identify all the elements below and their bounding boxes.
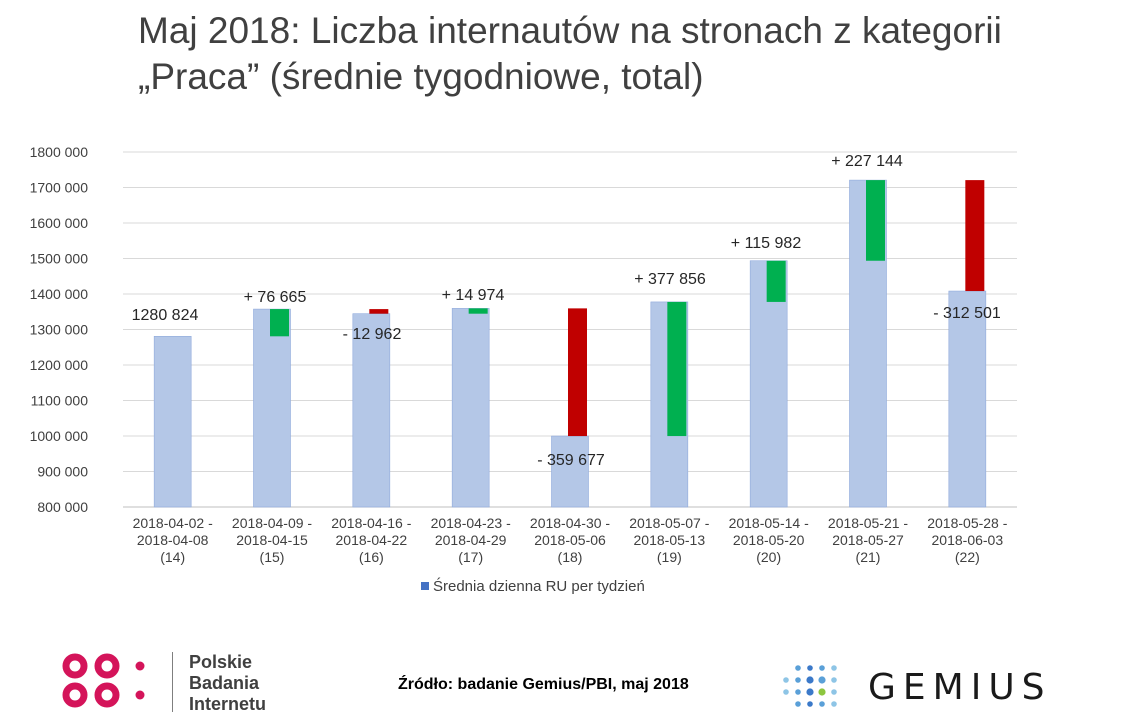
logo-dot: [807, 701, 813, 707]
x-tick-label: 2018-04-15: [236, 532, 308, 548]
y-tick-label: 1000 000: [30, 428, 89, 444]
bar: [551, 435, 589, 508]
x-tick-label: 2018-05-14 -: [729, 515, 810, 531]
x-tick-label: (14): [160, 549, 185, 565]
x-tick-label: 2018-04-02 -: [133, 515, 214, 531]
increase-bar: [468, 308, 488, 314]
logo-dot: [806, 688, 814, 696]
x-axis: 2018-04-02 -2018-04-08(14)2018-04-09 -20…: [133, 515, 1008, 565]
x-tick-label: 2018-05-07 -: [629, 515, 710, 531]
x-tick-label: 2018-05-28 -: [927, 515, 1008, 531]
increase-bar: [667, 301, 687, 437]
x-tick-label: (21): [856, 549, 881, 565]
x-tick-label: (17): [458, 549, 483, 565]
x-tick-label: 2018-05-06: [534, 532, 606, 548]
logo-dot: [783, 677, 789, 683]
x-tick-label: (16): [359, 549, 384, 565]
x-tick-label: 2018-04-08: [137, 532, 209, 548]
increase-bar: [766, 260, 786, 302]
data-label: - 359 677: [537, 452, 605, 469]
gemius-logo-text: GEMIUS: [868, 667, 1052, 708]
x-tick-label: (22): [955, 549, 980, 565]
increase-bar: [270, 309, 289, 337]
logo-dot: [795, 689, 801, 695]
bar: [948, 290, 987, 508]
data-label: + 14 974: [442, 287, 505, 304]
logo-dot: [831, 689, 837, 695]
logo-dot: [783, 689, 789, 695]
y-tick-label: 1700 000: [30, 180, 89, 196]
pbi-line-2: Badania: [189, 673, 260, 693]
logo-dot: [831, 677, 837, 683]
logo-dot: [795, 665, 801, 671]
logo-dot: [818, 688, 826, 696]
data-label: + 377 856: [634, 271, 706, 288]
y-tick-label: 1500 000: [30, 251, 89, 267]
decrease-bar: [568, 308, 587, 437]
logo-dot: [807, 665, 813, 671]
bar: [253, 308, 291, 508]
x-tick-label: 2018-04-30 -: [530, 515, 611, 531]
logo-dot: [819, 665, 825, 671]
x-tick-label: 2018-05-20: [733, 532, 805, 548]
x-tick-label: 2018-06-03: [932, 532, 1004, 548]
x-tick-label: (15): [260, 549, 285, 565]
pbi-line-1: Polskie: [189, 652, 253, 672]
data-label: - 12 962: [343, 326, 402, 343]
data-label: - 312 501: [933, 305, 1001, 322]
x-tick-label: (19): [657, 549, 682, 565]
x-tick-label: 2018-04-16 -: [331, 515, 412, 531]
data-labels: 1280 824 + 76 665 - 12 962 + 14 974 - 359 67…: [132, 153, 1001, 469]
x-tick-label: 2018-05-21 -: [828, 515, 909, 531]
logo-dot: [818, 676, 826, 684]
y-tick-label: 1100 000: [31, 393, 89, 409]
legend-swatch: [421, 582, 429, 590]
x-tick-label: 2018-04-29: [435, 532, 507, 548]
logo-dot: [831, 665, 837, 671]
gemius-logo-dots: [783, 665, 837, 707]
decrease-bar: [369, 309, 389, 314]
data-label: + 227 144: [831, 153, 903, 170]
x-tick-label: 2018-04-22: [336, 532, 408, 548]
logo-dot: [795, 701, 801, 707]
y-tick-label: 1200 000: [30, 357, 89, 373]
pbi-line-3: Internetu: [189, 694, 267, 714]
y-axis: 800 000 900 000 1000 000 1100 000 1200 000 13…: [30, 144, 89, 515]
bar: [153, 336, 192, 508]
data-label: 1280 824: [132, 307, 199, 324]
increase-bar: [866, 180, 885, 261]
x-tick-label: 2018-04-09 -: [232, 515, 313, 531]
bar: [352, 313, 391, 508]
bar: [451, 308, 490, 508]
chart: 800 000 900 000 1000 000 1100 000 1200 000 13…: [30, 144, 1017, 595]
logo-dot: [819, 701, 825, 707]
change-bars: [270, 180, 985, 437]
x-tick-label: (20): [756, 549, 781, 565]
y-tick-label: 800 000: [37, 499, 88, 515]
y-tick-label: 1600 000: [30, 215, 89, 231]
logo-separator: [172, 652, 173, 712]
legend: Średnia dzienna RU per tydzień: [421, 577, 645, 595]
data-label: + 115 982: [731, 235, 802, 252]
decrease-bar: [965, 180, 985, 292]
y-tick-label: 1800 000: [30, 144, 89, 160]
logo-dot: [795, 677, 801, 683]
logo-dot: [806, 676, 814, 684]
x-tick-label: 2018-05-13: [634, 532, 706, 548]
x-tick-label: 2018-04-23 -: [431, 515, 512, 531]
data-label: + 76 665: [244, 289, 307, 306]
y-tick-label: 1400 000: [30, 286, 89, 302]
source-note: Źródło: badanie Gemius/PBI, maj 2018: [398, 676, 689, 693]
legend-label: Średnia dzienna RU per tydzień: [433, 577, 645, 595]
y-tick-label: 1300 000: [30, 322, 89, 338]
chart-title: Maj 2018: Liczba internautów na stronach…: [138, 10, 1002, 97]
x-tick-label: (18): [558, 549, 583, 565]
pbi-logo: [62, 653, 145, 708]
y-tick-label: 900 000: [37, 464, 88, 480]
logo-dot: [831, 701, 837, 707]
pbi-logo-text: Polskie Badania Internetu: [189, 652, 266, 715]
x-tick-label: 2018-05-27: [832, 532, 904, 548]
